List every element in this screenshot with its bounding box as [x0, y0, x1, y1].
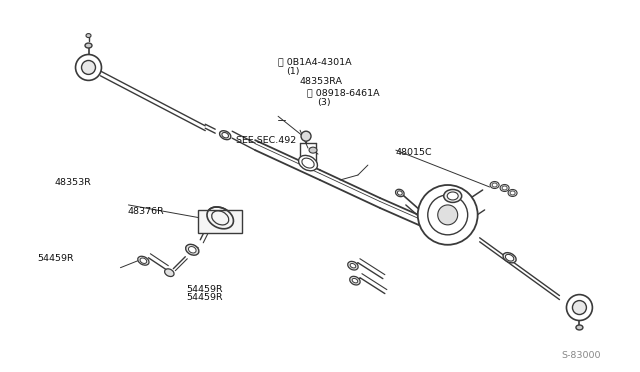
Ellipse shape: [188, 247, 196, 253]
Ellipse shape: [164, 269, 174, 276]
Text: 54459R: 54459R: [186, 294, 223, 302]
Ellipse shape: [220, 131, 231, 140]
Ellipse shape: [502, 186, 507, 190]
Ellipse shape: [447, 192, 458, 200]
Text: S-83000: S-83000: [561, 351, 601, 360]
Ellipse shape: [397, 191, 402, 195]
Ellipse shape: [490, 182, 499, 189]
Ellipse shape: [396, 189, 404, 197]
Ellipse shape: [222, 132, 228, 138]
Circle shape: [572, 301, 586, 314]
Circle shape: [301, 131, 311, 141]
Ellipse shape: [444, 189, 461, 202]
Text: 48376R: 48376R: [127, 208, 164, 217]
Text: 48015C: 48015C: [396, 148, 432, 157]
Circle shape: [81, 61, 95, 74]
Circle shape: [418, 185, 477, 245]
Text: Ⓝ 08918-6461A: Ⓝ 08918-6461A: [307, 88, 380, 97]
Ellipse shape: [186, 244, 199, 255]
Ellipse shape: [506, 254, 514, 261]
Ellipse shape: [299, 155, 317, 171]
Ellipse shape: [500, 185, 509, 192]
Circle shape: [428, 195, 468, 235]
Ellipse shape: [86, 33, 91, 38]
Text: SEE SEC.492: SEE SEC.492: [236, 136, 296, 145]
Text: (1): (1): [286, 67, 300, 76]
Ellipse shape: [503, 253, 516, 263]
Ellipse shape: [140, 258, 147, 263]
Polygon shape: [198, 210, 242, 233]
Ellipse shape: [349, 276, 360, 285]
Ellipse shape: [85, 43, 92, 48]
Ellipse shape: [492, 183, 497, 187]
Text: 54459R: 54459R: [186, 285, 223, 294]
Ellipse shape: [510, 191, 515, 195]
Text: 48353RA: 48353RA: [300, 77, 342, 86]
Ellipse shape: [302, 158, 314, 168]
Ellipse shape: [348, 262, 358, 270]
Circle shape: [76, 54, 102, 80]
Ellipse shape: [309, 147, 317, 153]
Circle shape: [566, 295, 593, 321]
Ellipse shape: [352, 278, 358, 283]
Ellipse shape: [350, 263, 356, 268]
Text: (3): (3): [317, 98, 330, 107]
Text: Ⓑ 0B1A4-4301A: Ⓑ 0B1A4-4301A: [278, 57, 352, 66]
Ellipse shape: [212, 211, 228, 225]
Ellipse shape: [207, 207, 234, 229]
Ellipse shape: [508, 189, 517, 196]
Ellipse shape: [576, 325, 583, 330]
Text: 48353R: 48353R: [55, 178, 92, 187]
Circle shape: [438, 205, 458, 225]
Ellipse shape: [138, 256, 149, 265]
Text: 54459R: 54459R: [38, 254, 74, 263]
